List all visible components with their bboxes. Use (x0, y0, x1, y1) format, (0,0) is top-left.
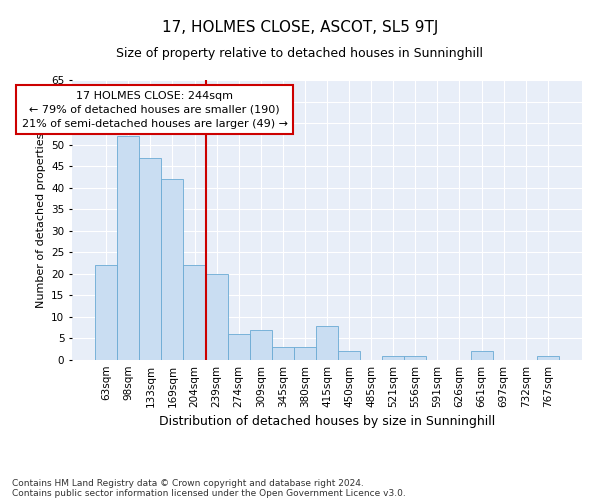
Bar (206, 274, 227, 360)
Bar (382, 356, 404, 360)
Bar (95, 265, 117, 360)
Text: Contains HM Land Registry data © Crown copyright and database right 2024.: Contains HM Land Registry data © Crown c… (12, 478, 364, 488)
Text: 17, HOLMES CLOSE, ASCOT, SL5 9TJ: 17, HOLMES CLOSE, ASCOT, SL5 9TJ (162, 20, 438, 35)
Bar (117, 136, 139, 360)
Bar (470, 352, 493, 360)
Bar (227, 334, 250, 360)
X-axis label: Distribution of detached houses by size in Sunninghill: Distribution of detached houses by size … (159, 416, 495, 428)
Text: Size of property relative to detached houses in Sunninghill: Size of property relative to detached ho… (116, 48, 484, 60)
Bar (404, 356, 427, 360)
Bar (184, 265, 206, 360)
Bar (294, 347, 316, 360)
Text: Contains public sector information licensed under the Open Government Licence v3: Contains public sector information licen… (12, 488, 406, 498)
Bar (161, 179, 184, 360)
Bar (338, 352, 360, 360)
Bar (537, 356, 559, 360)
Text: 17 HOLMES CLOSE: 244sqm
← 79% of detached houses are smaller (190)
21% of semi-d: 17 HOLMES CLOSE: 244sqm ← 79% of detache… (22, 91, 288, 129)
Bar (250, 330, 272, 360)
Y-axis label: Number of detached properties: Number of detached properties (35, 132, 46, 308)
Bar (316, 326, 338, 360)
Bar (272, 347, 294, 360)
Bar (139, 158, 161, 360)
